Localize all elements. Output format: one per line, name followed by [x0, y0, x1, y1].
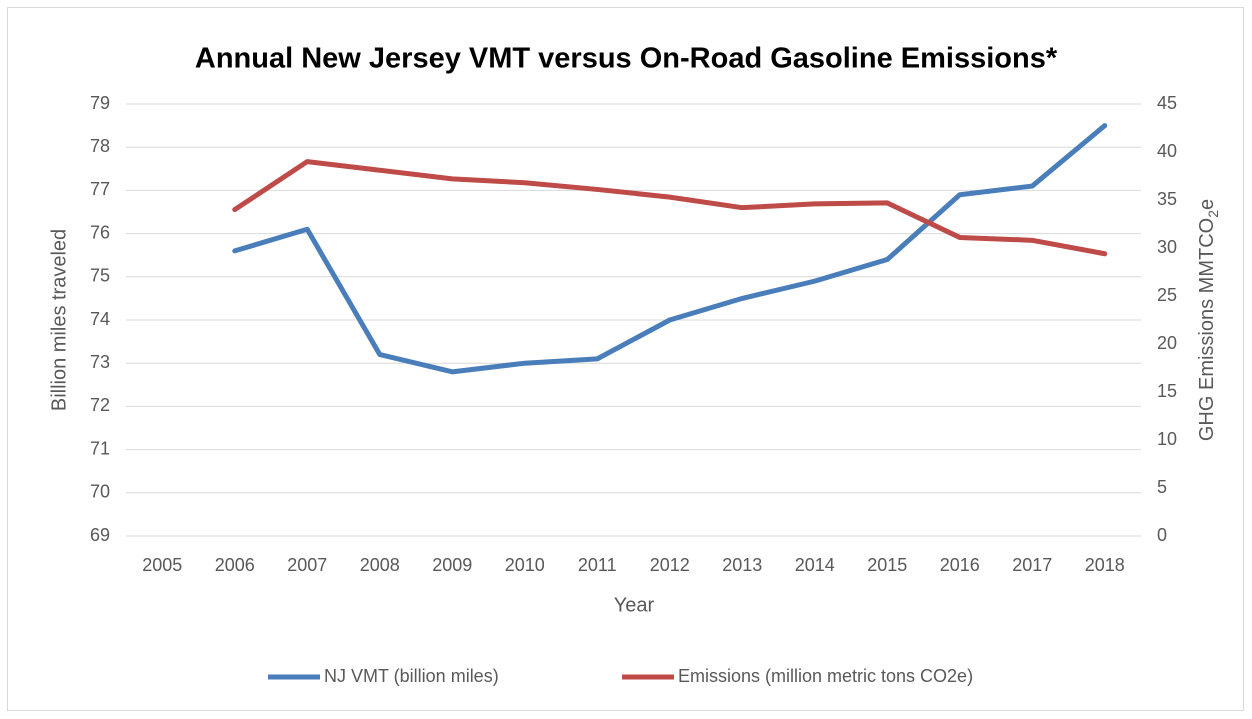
y2-label-suffix: e	[1196, 199, 1218, 210]
x-tick-label: 2005	[142, 555, 182, 575]
x-tick-label: 2008	[360, 555, 400, 575]
x-axis-label: Year	[614, 594, 655, 616]
y-tick-label: 70	[90, 482, 110, 502]
y2-tick-label: 5	[1157, 477, 1167, 497]
x-tick-label: 2014	[795, 555, 835, 575]
legend-label: NJ VMT (billion miles)	[324, 666, 499, 686]
legend-label: Emissions (million metric tons CO2e)	[678, 666, 973, 686]
y-tick-label: 71	[90, 438, 110, 458]
x-tick-label: 2017	[1012, 555, 1052, 575]
chart-border	[7, 7, 1244, 711]
y-tick-label: 75	[90, 266, 110, 286]
y-tick-label: 74	[90, 309, 110, 329]
y2-tick-label: 45	[1157, 93, 1177, 113]
y2-axis-label: GHG Emissions MMTCO2e	[1196, 199, 1220, 441]
x-tick-label: 2015	[867, 555, 907, 575]
y-axis-label: Billion miles traveled	[48, 229, 70, 411]
x-tick-label: 2007	[287, 555, 327, 575]
x-tick-label: 2011	[578, 555, 617, 575]
x-tick-label: 2012	[650, 555, 690, 575]
y-tick-label: 72	[90, 395, 110, 415]
y-tick-label: 79	[90, 93, 110, 113]
y2-tick-label: 15	[1157, 381, 1177, 401]
x-tick-label: 2016	[940, 555, 980, 575]
y2-tick-label: 0	[1157, 525, 1167, 545]
x-tick-label: 2010	[505, 555, 545, 575]
x-tick-label: 2013	[722, 555, 762, 575]
y2-tick-label: 10	[1157, 429, 1177, 449]
y2-label-sub: 2	[1205, 210, 1221, 218]
y2-tick-label: 40	[1157, 141, 1177, 161]
series-line	[232, 159, 1108, 257]
chart-title: Annual New Jersey VMT versus On-Road Gas…	[195, 43, 1058, 75]
y-tick-label: 73	[90, 352, 110, 372]
x-tick-label: 2009	[432, 555, 472, 575]
y-tick-label: 76	[90, 222, 110, 242]
x-tick-label: 2018	[1085, 555, 1125, 575]
y-tick-label: 78	[90, 136, 110, 156]
series-line	[232, 123, 1108, 375]
y2-tick-label: 25	[1157, 285, 1177, 305]
y2-label-text: GHG Emissions MMTCO	[1196, 218, 1218, 441]
y2-tick-label: 30	[1157, 237, 1177, 257]
x-tick-label: 2006	[215, 555, 255, 575]
y-tick-label: 69	[90, 525, 110, 545]
y2-tick-label: 35	[1157, 189, 1177, 209]
y2-tick-label: 20	[1157, 333, 1177, 353]
y-tick-label: 77	[90, 179, 110, 199]
